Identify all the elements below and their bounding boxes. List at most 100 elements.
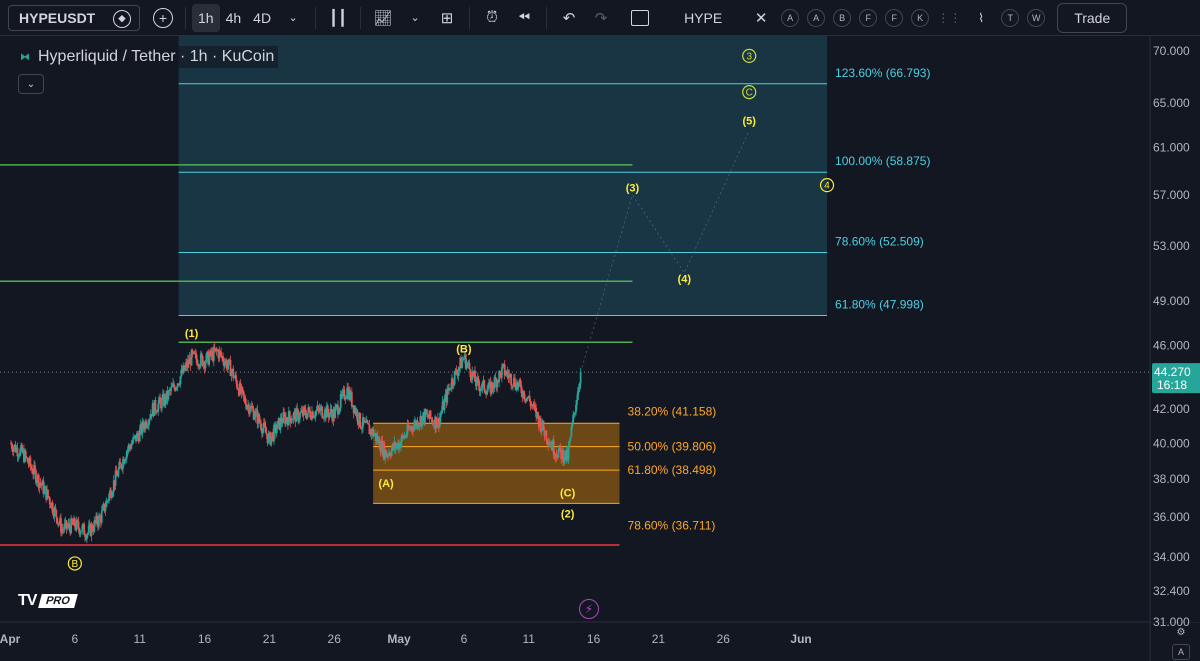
fullscreen-icon[interactable] [627,4,653,32]
candle-body [488,382,490,389]
drag-handle-icon[interactable]: ⋮⋮ [937,10,962,25]
layouts-icon[interactable]: ⊞ [440,9,454,27]
logo-mark: TV [18,592,37,609]
candle-body [158,397,161,404]
candle-body [484,390,487,393]
interval-4h[interactable]: 4h [225,9,242,26]
candle-body [179,376,182,385]
interval-4d[interactable]: 4D [253,9,272,26]
candle-body [55,509,58,518]
price-tick-label: 61.000 [1153,140,1190,154]
candle-body [418,424,421,427]
candle-body [525,399,527,401]
candle-body [500,366,503,378]
candle-body [286,417,288,421]
chevron-down-icon[interactable]: ⌄ [18,74,44,94]
candle-body [380,440,383,453]
candle-body [227,359,230,366]
candle-body [375,435,378,441]
redo-icon[interactable]: ↷ [594,9,608,27]
candle-body [244,397,247,404]
add-symbol-icon[interactable]: + [150,4,176,32]
candle-body [478,385,481,392]
candle-body [238,383,241,396]
interval-1h[interactable]: 1h [192,3,220,32]
candle-body [433,423,436,429]
candle-body [20,444,23,449]
candle-body [33,465,35,475]
candle-body [564,450,567,460]
candle-body [86,533,89,535]
candle-body [129,447,132,450]
alert-letter-a2[interactable]: A [807,8,826,27]
candle-body [386,455,388,457]
candle-body [245,403,248,409]
candle-body [22,449,25,462]
candle-body [300,409,303,412]
fib-retracement-zone [373,423,620,504]
chevron-down-icon[interactable]: ⌄ [288,12,298,24]
candle-body [319,407,322,412]
candle-body [419,416,422,425]
candle-body [10,444,13,449]
candle-body [290,420,293,424]
wave-icon[interactable]: ⌇ [978,10,985,25]
candles-icon[interactable]: ┃┃ [329,9,348,27]
candle-body [522,390,525,398]
replay-icon[interactable]: ⏪︎ [518,9,531,26]
diamond-icon[interactable]: ◆ [113,9,131,28]
gear-icon[interactable]: ⚙︎ [1176,627,1186,638]
candle-body [464,354,467,369]
candle-body [501,363,504,367]
wave-label: (5) [742,115,756,127]
candle-body [98,515,101,517]
compare-symbol[interactable]: HYPE [684,9,723,26]
alert-letter-k[interactable]: K [911,8,930,27]
candle-body [291,419,294,421]
candle-body [177,383,180,385]
candle-body [544,430,547,436]
time-tick-label: 21 [263,632,277,646]
alert-letter-b[interactable]: B [833,8,852,27]
candle-body [237,389,240,396]
symbol-search[interactable]: HYPEUSDT ◆ [8,4,140,31]
auto-scale-button[interactable]: A [1172,644,1190,660]
candle-body [546,440,549,443]
alert-letter-f[interactable]: F [859,8,878,27]
candle-body [99,516,102,523]
alert-letter-f2[interactable]: F [885,8,904,27]
indicators-icon[interactable]: 📈︎ [373,9,393,27]
candle-body [430,418,433,420]
candle-body [548,443,551,446]
candle-body [106,500,109,502]
alert-icon[interactable]: ⏰︎ [486,9,498,26]
candle-body [359,412,362,428]
candle-body [519,379,522,386]
wave-label: (C) [560,487,576,499]
candle-body [186,359,189,368]
price-tick-label: 31.000 [1153,615,1190,629]
candle-body [154,399,157,412]
candle-body [235,375,237,381]
candle-body [310,417,312,420]
candle-body [36,475,39,482]
undo-icon[interactable]: ↶ [562,9,576,27]
candle-body [388,452,391,456]
candle-body [500,371,502,378]
candle-body [574,412,576,414]
candle-body [383,442,386,459]
chevron-down-icon[interactable]: ⌄ [410,12,420,24]
candle-body [183,365,186,371]
candle-body [159,397,161,401]
alert-letter-t[interactable]: T [1001,8,1020,27]
price-chart[interactable]: 123.60% (66.793) 100.00% (58.875) 78.60% (… [0,36,1200,661]
candle-body [306,412,309,419]
candle-body [486,390,488,395]
fib-extension-band [178,172,828,253]
alert-letter-a[interactable]: A [781,8,800,27]
close-icon[interactable]: ✕ [754,9,768,27]
lightning-icon[interactable]: ⚡︎ [579,599,599,619]
alert-letter-w[interactable]: W [1027,8,1046,27]
candle-body [224,362,226,367]
trade-button[interactable]: Trade [1057,2,1128,33]
